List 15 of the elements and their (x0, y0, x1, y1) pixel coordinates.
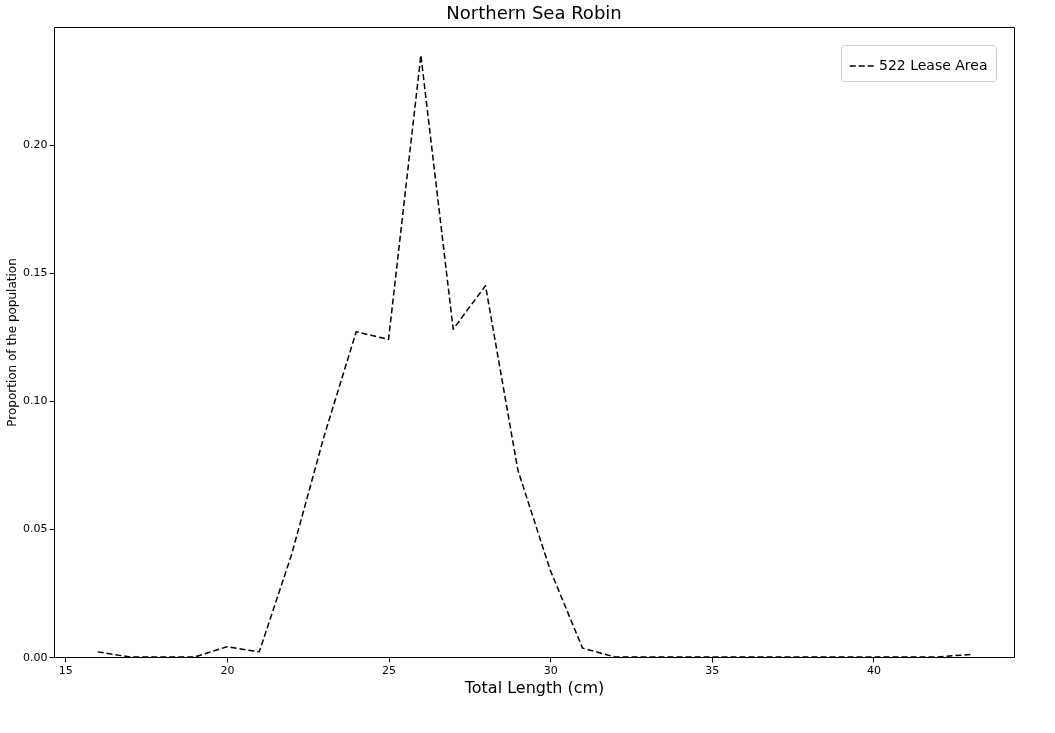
y-tick-label: 0.20 (23, 138, 48, 152)
chart-title: Northern Sea Robin (446, 2, 622, 23)
y-tick-label: 0.15 (23, 266, 48, 280)
x-tick-label: 25 (382, 663, 397, 677)
x-tick-label: 20 (220, 663, 235, 677)
y-tick-label: 0.10 (23, 394, 48, 408)
x-tick-label: 35 (705, 663, 720, 677)
x-tick-label: 40 (866, 663, 881, 677)
legend-label: 522 Lease Area (879, 57, 988, 73)
x-axis-title: Total Length (cm) (463, 677, 605, 697)
x-tick-label: 15 (58, 663, 73, 677)
y-axis-title: Proportion of the population (5, 258, 20, 427)
y-tick-label: 0.05 (23, 522, 48, 536)
y-tick-label: 0.00 (23, 650, 48, 664)
x-tick-label: 30 (543, 663, 558, 677)
